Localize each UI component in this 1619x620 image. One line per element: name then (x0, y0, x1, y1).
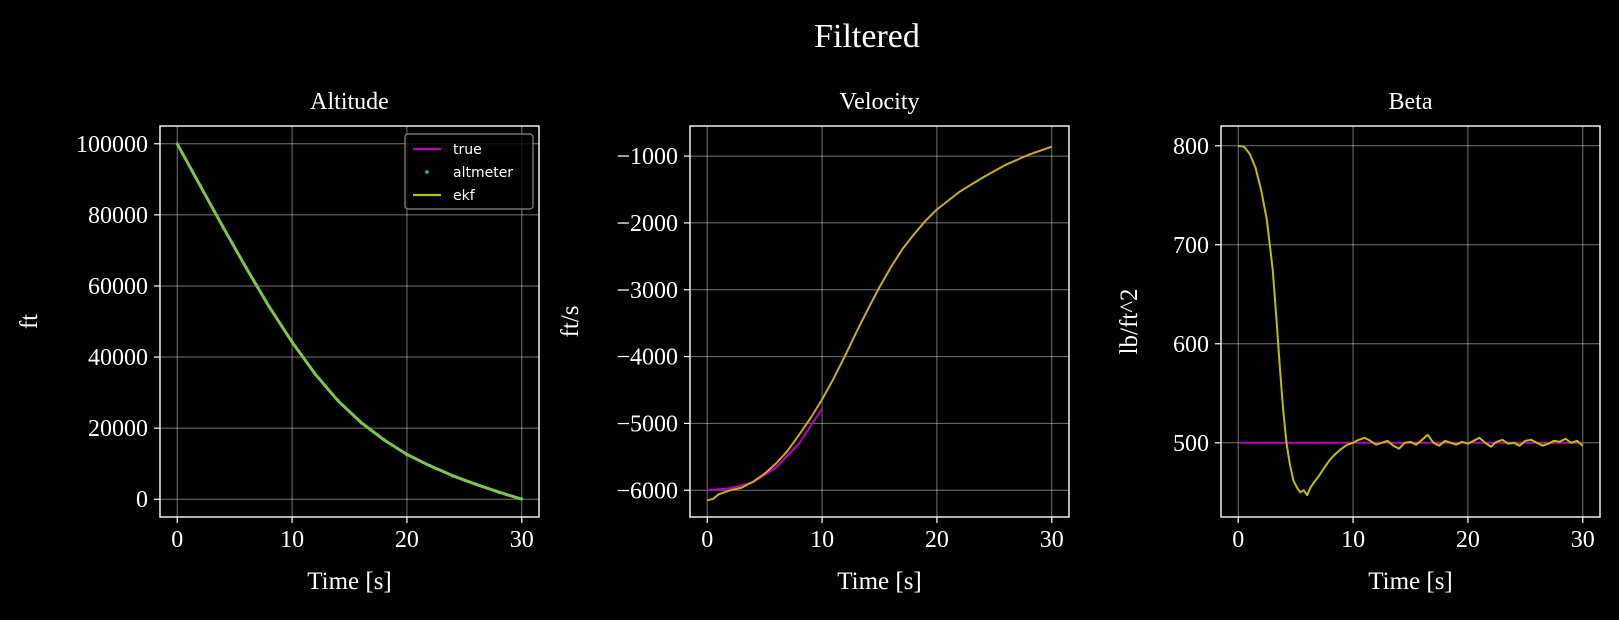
altitude-ytick-label: 0 (136, 487, 148, 513)
legend-entry-altmeter-marker (425, 170, 429, 174)
altitude-xtick-label: 20 (395, 527, 419, 553)
beta-ylabel: lb/ft^2 (1116, 289, 1143, 355)
beta-xtick-label: 0 (1232, 527, 1244, 553)
velocity-ytick-label: −2000 (616, 211, 678, 237)
altitude-xtick-label: 0 (171, 527, 183, 553)
beta-xtick-label: 20 (1456, 527, 1480, 553)
velocity-xtick-label: 0 (701, 527, 713, 553)
altitude-xtick-label: 10 (280, 527, 304, 553)
legend-entry-ekf: ekf (413, 188, 476, 204)
beta-series-ekf (1238, 144, 1584, 497)
legend-box (404, 133, 534, 210)
beta-ytick-label: 700 (1173, 233, 1209, 259)
beta-panel: Beta 0 10 20 30 500 600 700 800 Time [s] lb/ft^2 (1116, 89, 1601, 595)
altitude-ytick-label: 40000 (88, 345, 148, 371)
velocity-ytick-label: −5000 (616, 411, 678, 437)
altitude-axes-frame (159, 125, 540, 518)
beta-axes-frame (1220, 125, 1601, 518)
velocity-axes-frame (689, 125, 1070, 518)
velocity-xtick-label: 30 (1040, 527, 1064, 553)
beta-ytick-label: 600 (1173, 332, 1209, 358)
velocity-xtick-label: 10 (810, 527, 834, 553)
legend-entry-true-label: true (453, 142, 482, 158)
altitude-ytick-label: 100000 (76, 132, 148, 158)
altitude-ylabel: ft (16, 314, 43, 329)
altitude-title: Altitude (310, 89, 389, 115)
altitude-ytick-label: 20000 (88, 416, 148, 442)
altitude-ytick-label: 60000 (88, 274, 148, 300)
velocity-xtick-label: 20 (925, 527, 949, 553)
beta-title: Beta (1389, 89, 1433, 115)
beta-xtick-label: 10 (1341, 527, 1365, 553)
beta-xlabel: Time [s] (1368, 568, 1453, 595)
beta-ytick-label: 800 (1173, 134, 1209, 160)
velocity-ytick-label: −1000 (616, 144, 678, 170)
altitude-panel: Altitude 0 10 20 30 0 20000 40000 60000 80000 1000… (16, 89, 540, 595)
altitude-xtick-label: 30 (510, 527, 534, 553)
velocity-series-ekf (706, 145, 1053, 502)
legend-entry-ekf-label: ekf (453, 188, 476, 204)
velocity-xlabel: Time [s] (837, 568, 922, 595)
velocity-ytick-label: −6000 (616, 478, 678, 504)
beta-ytick-label: 500 (1173, 431, 1209, 457)
legend-entry-altmeter-label: altmeter (453, 165, 513, 181)
altitude-series-overlap (175, 143, 523, 501)
velocity-ylabel: ft/s (557, 306, 584, 338)
legend-entry-true: true (413, 142, 482, 158)
beta-xtick-label: 30 (1571, 527, 1595, 553)
legend-entry-altmeter: altmeter (425, 165, 513, 181)
velocity-panel: Velocity 0 10 20 30 −6000 −5000 −4000 −3000 −2000… (557, 89, 1070, 595)
altitude-xlabel: Time [s] (307, 568, 392, 595)
legend: true altmeter ekf (404, 133, 534, 210)
velocity-ytick-label: −4000 (616, 345, 678, 371)
figure-title: Filtered (814, 18, 920, 55)
velocity-title: Velocity (840, 89, 920, 115)
velocity-ytick-label: −3000 (616, 278, 678, 304)
altitude-ytick-label: 80000 (88, 203, 148, 229)
